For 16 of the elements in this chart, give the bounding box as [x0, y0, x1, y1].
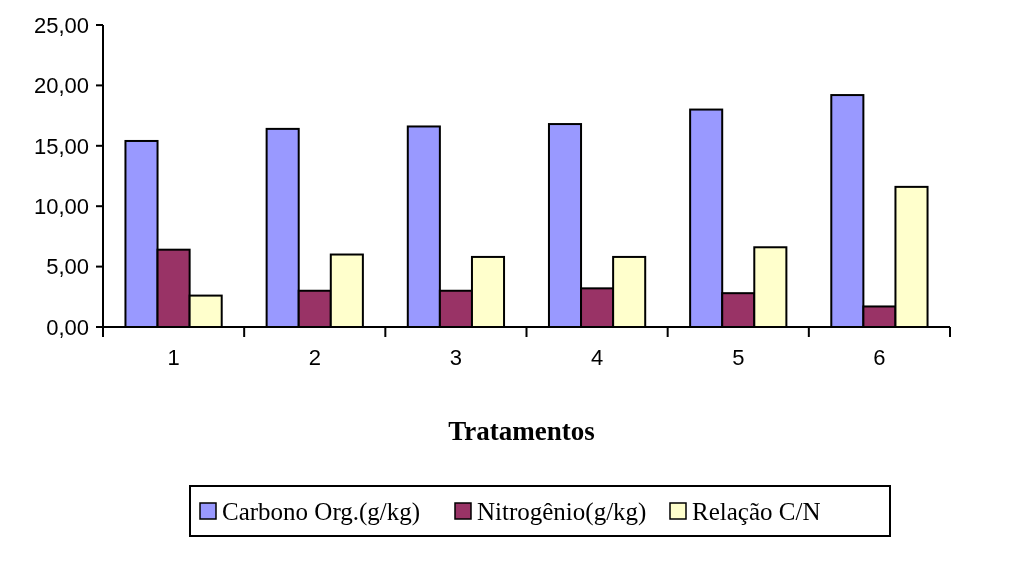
x-tick-label: 1 [167, 345, 180, 370]
x-tick-label: 3 [449, 345, 463, 370]
legend-label: Carbono Org.(g/kg) [222, 497, 421, 526]
y-tick-label: 15,00 [33, 133, 89, 159]
y-tick-label: 10,00 [33, 193, 89, 219]
x-axis-title: Tratamentos [448, 416, 595, 446]
y-tick-label: 0,00 [46, 314, 89, 340]
legend-label: Relação C/N [692, 497, 821, 525]
y-tick-label: 5,00 [46, 254, 89, 280]
legend-label: Nitrogênio(g/kg) [477, 497, 647, 526]
x-tick-label: 6 [873, 345, 886, 370]
x-tick-label: 2 [308, 345, 321, 370]
y-tick-label: 20,00 [33, 73, 89, 99]
x-tick-label: 5 [732, 345, 745, 370]
x-tick-label: 4 [590, 345, 604, 370]
y-tick-label: 25,00 [33, 12, 89, 38]
